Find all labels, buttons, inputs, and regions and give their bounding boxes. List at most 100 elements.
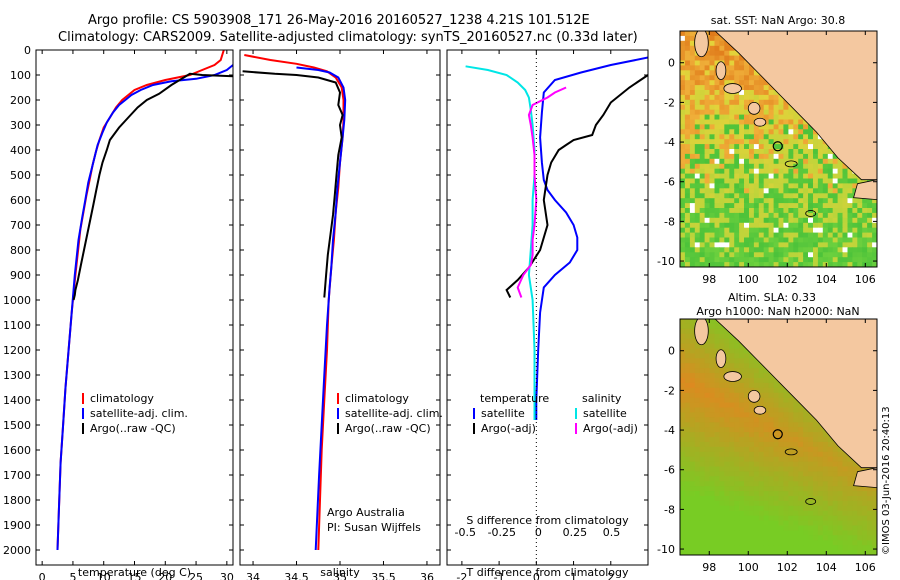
map-cell [842, 530, 848, 536]
map-cell [867, 545, 873, 551]
map-cell [694, 85, 701, 91]
map-cell [734, 168, 740, 175]
map-cell [758, 94, 765, 101]
map-cell [699, 510, 706, 517]
map-cell [749, 237, 755, 243]
map-cell [763, 90, 770, 96]
map-cell [822, 163, 829, 170]
map-cell [704, 158, 711, 165]
map-cell [694, 471, 701, 477]
map-cell [684, 90, 691, 96]
map-cell [714, 252, 720, 258]
map-cell [773, 232, 780, 239]
map-cell [862, 505, 868, 512]
s-tick-label: 0 [535, 526, 542, 539]
map-cell [832, 158, 839, 165]
map-cell [753, 525, 760, 531]
map-cell [803, 441, 809, 448]
map-cell [758, 183, 765, 189]
map-cell [763, 237, 770, 243]
map-cell [778, 158, 784, 165]
map-cell [793, 203, 799, 209]
map-cell [837, 520, 844, 527]
map-cell [832, 515, 839, 522]
map-cell [788, 237, 794, 243]
map-cell [842, 466, 848, 472]
map-cell [832, 446, 839, 453]
map-cell [842, 550, 848, 555]
map-cell [783, 505, 789, 512]
map-cell [808, 486, 814, 492]
map-cell [749, 427, 755, 433]
map-cell [699, 466, 706, 472]
map-cell [788, 402, 794, 409]
map-cell [768, 392, 775, 399]
map-cell [763, 188, 770, 194]
map-cell [788, 193, 794, 199]
map-cell [694, 227, 701, 234]
map-cell [744, 257, 750, 263]
map-cell [699, 237, 706, 243]
map-cell [739, 486, 745, 492]
map-cell [724, 104, 730, 111]
map-cell [744, 173, 750, 180]
map-cell [729, 437, 735, 443]
map-cell [719, 203, 725, 209]
map-cell [758, 75, 765, 81]
map-cell [778, 402, 784, 409]
map-cell [734, 178, 740, 184]
map-cell [729, 257, 735, 263]
map-cell [773, 530, 780, 536]
map-cell [734, 139, 740, 145]
map-cell [744, 149, 750, 155]
map-cell [714, 203, 720, 209]
map-cell [827, 217, 834, 224]
map-cell [803, 471, 809, 477]
map-cell [857, 505, 863, 512]
map-cell [680, 85, 686, 91]
map-cell [778, 486, 784, 492]
map-cell [753, 466, 760, 472]
map-cell [724, 446, 730, 453]
map-cell [694, 262, 701, 267]
map-cell [684, 183, 691, 189]
map-cell [694, 193, 701, 199]
map-cell [704, 441, 711, 448]
map-cell [729, 173, 735, 180]
map-cell [680, 232, 686, 239]
map-cell [788, 500, 794, 507]
map-cell [763, 525, 770, 531]
map-cell [783, 247, 789, 253]
map-cell [813, 227, 819, 234]
map-cell [694, 242, 701, 248]
map-cell [684, 193, 691, 199]
map-cell [822, 505, 829, 512]
map-cell [832, 451, 839, 458]
map-cell [734, 427, 740, 433]
map-cell [768, 232, 775, 239]
map-cell [808, 451, 814, 458]
map-cell [749, 437, 755, 443]
map-cell [719, 417, 725, 423]
map-cell [719, 496, 725, 502]
map-cell [813, 232, 819, 239]
map-cell [817, 227, 824, 234]
map-cell [744, 124, 750, 130]
land-sumatra [714, 31, 877, 181]
map-cell [680, 422, 686, 428]
map-cell [749, 119, 755, 125]
map-cell [684, 505, 691, 512]
map-cell [684, 40, 691, 47]
map-cell [714, 446, 720, 453]
map-cell [744, 70, 750, 76]
map-cell [719, 422, 725, 428]
map-cell [778, 491, 784, 497]
map-cell [832, 242, 839, 248]
map-cell [788, 446, 794, 453]
map-cell [847, 178, 853, 184]
map-cell [817, 173, 824, 180]
map-cell [680, 368, 686, 374]
map-frame [679, 318, 878, 556]
map-cell [822, 247, 829, 253]
map-cell [817, 158, 824, 165]
